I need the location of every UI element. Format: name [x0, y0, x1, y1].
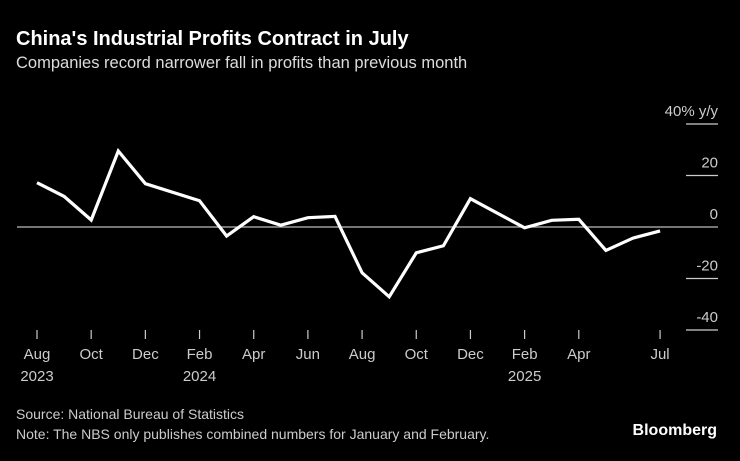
y-tick-label: 40% y/y: [665, 103, 719, 120]
chart-subtitle: Companies record narrower fall in profit…: [16, 54, 467, 72]
x-year-label: 2024: [183, 368, 216, 385]
x-tick-label: Oct: [405, 346, 429, 363]
x-tick-label: Feb: [512, 346, 538, 363]
x-year-label: 2025: [508, 368, 541, 385]
chart-title: China's Industrial Profits Contract in J…: [16, 28, 409, 50]
x-year-label: 2023: [20, 368, 53, 385]
x-tick-label: Aug: [24, 346, 51, 363]
x-tick-label: Apr: [567, 346, 590, 363]
source-text: Source: National Bureau of Statistics: [16, 406, 244, 422]
x-tick-label: Jul: [650, 346, 669, 363]
x-tick-label: Dec: [132, 346, 159, 363]
y-tick-label: 20: [701, 155, 718, 172]
bloomberg-logo: Bloomberg: [633, 422, 717, 439]
y-tick-label: 0: [710, 206, 718, 223]
note-text: Note: The NBS only publishes combined nu…: [16, 426, 489, 442]
x-tick-label: Oct: [80, 346, 104, 363]
x-tick-label: Dec: [457, 346, 484, 363]
x-tick-label: Aug: [349, 346, 376, 363]
x-tick-label: Jun: [296, 346, 320, 363]
x-tick-label: Feb: [187, 346, 213, 363]
x-tick-label: Apr: [242, 346, 265, 363]
y-tick-label: -40: [696, 309, 718, 326]
y-tick-label: -20: [696, 258, 718, 275]
